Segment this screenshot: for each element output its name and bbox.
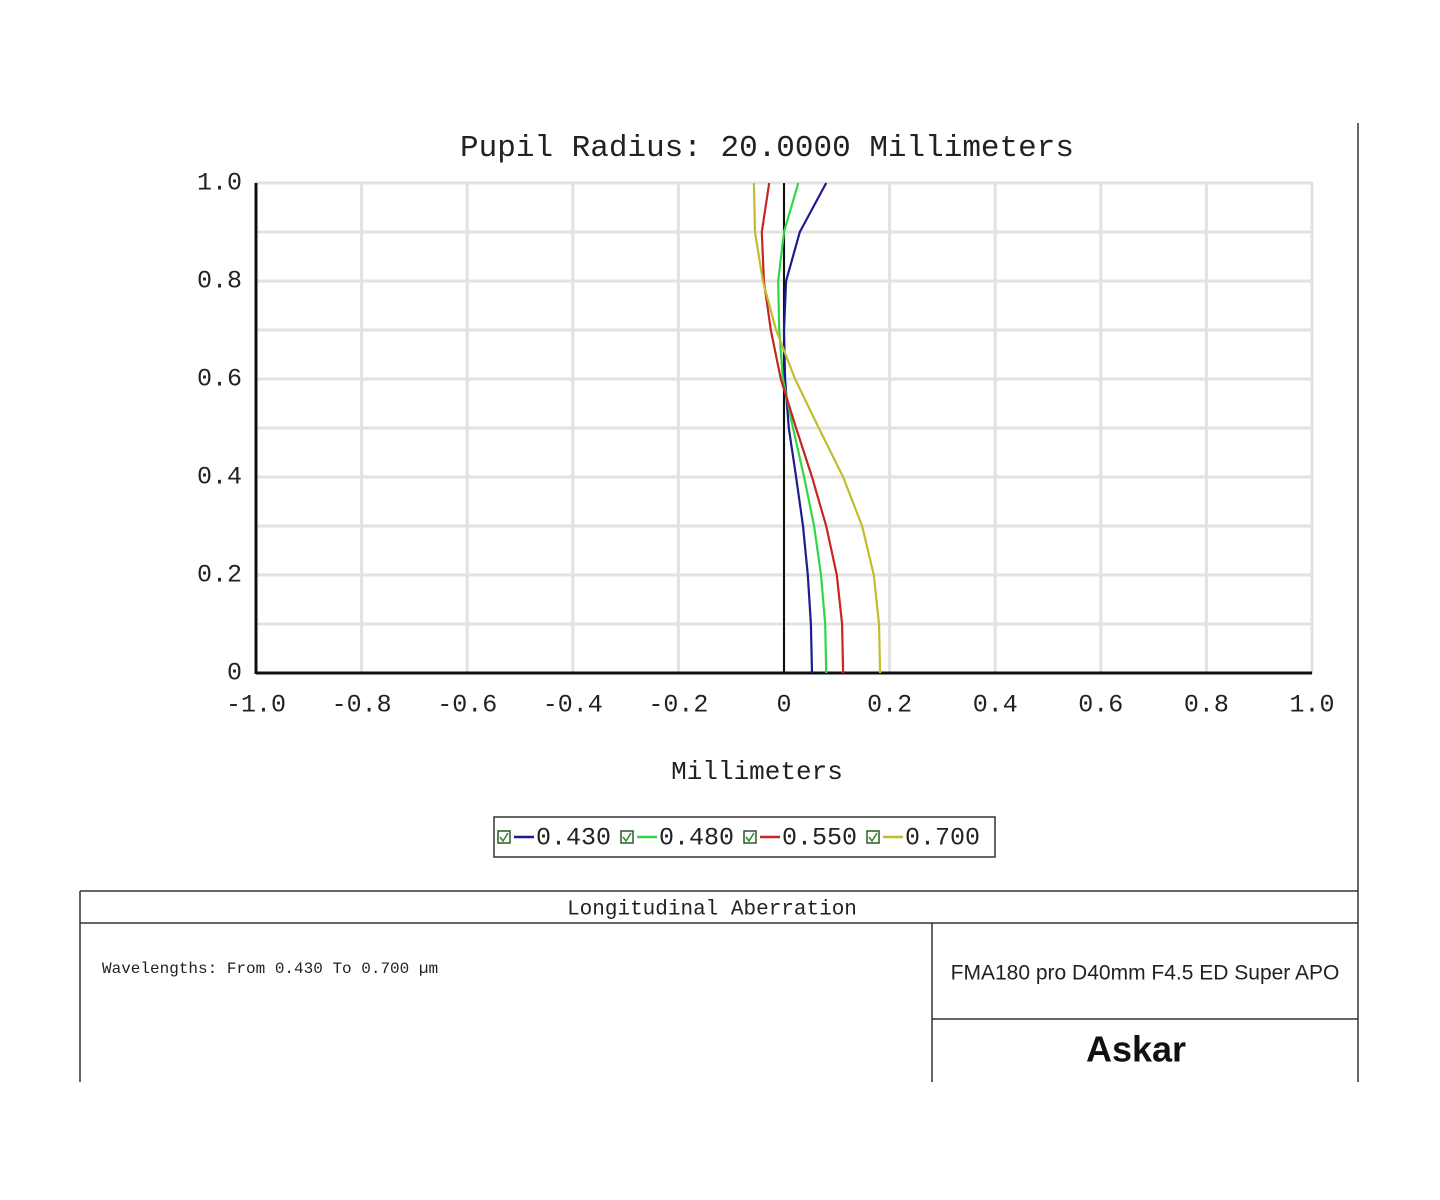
x-tick-label: 0.8	[1184, 691, 1229, 720]
x-tick-label: -0.8	[332, 691, 392, 720]
product-name: FMA180 pro D40mm F4.5 ED Super APO	[951, 962, 1340, 985]
y-tick-label: 0.2	[197, 561, 242, 590]
legend-checkbox	[743, 830, 757, 844]
y-tick-label: 0.6	[197, 365, 242, 394]
y-tick-label: 0.8	[197, 267, 242, 296]
y-tick-label: 0.4	[197, 463, 242, 492]
footer-title: Longitudinal Aberration	[567, 899, 857, 922]
legend-label: 0.700	[905, 824, 980, 853]
legend-label: 0.550	[782, 824, 857, 853]
y-tick-label: 1.0	[197, 169, 242, 198]
legend-checkbox	[497, 830, 511, 844]
legend-box	[493, 816, 996, 858]
x-tick-label: 0.4	[973, 691, 1018, 720]
x-tick-label: 0.6	[1078, 691, 1123, 720]
x-axis-title: Millimeters	[671, 757, 843, 787]
legend-check	[745, 832, 755, 843]
x-tick-label: 1.0	[1289, 691, 1334, 720]
x-tick-label: -0.6	[437, 691, 497, 720]
y-tick-label: 0	[227, 659, 242, 688]
footer-note: Wavelengths: From 0.430 To 0.700 µm	[102, 960, 438, 978]
legend-check	[868, 832, 878, 843]
x-tick-label: -1.0	[226, 691, 286, 720]
x-tick-label: -0.2	[648, 691, 708, 720]
x-tick-label: 0.2	[867, 691, 912, 720]
legend-checkbox	[866, 830, 880, 844]
legend-check	[499, 832, 509, 843]
brand-logo: Askar	[1086, 1029, 1186, 1070]
chart-title: Pupil Radius: 20.0000 Millimeters	[460, 131, 1074, 166]
x-tick-label: 0	[776, 691, 791, 720]
x-tick-label: -0.4	[543, 691, 603, 720]
series-line	[777, 182, 828, 674]
series-line	[752, 182, 882, 674]
legend-label: 0.480	[659, 824, 734, 853]
legend-checkbox	[620, 830, 634, 844]
series-line	[782, 182, 828, 674]
legend-check	[622, 832, 632, 843]
legend-label: 0.430	[536, 824, 611, 853]
series-line	[760, 182, 845, 674]
